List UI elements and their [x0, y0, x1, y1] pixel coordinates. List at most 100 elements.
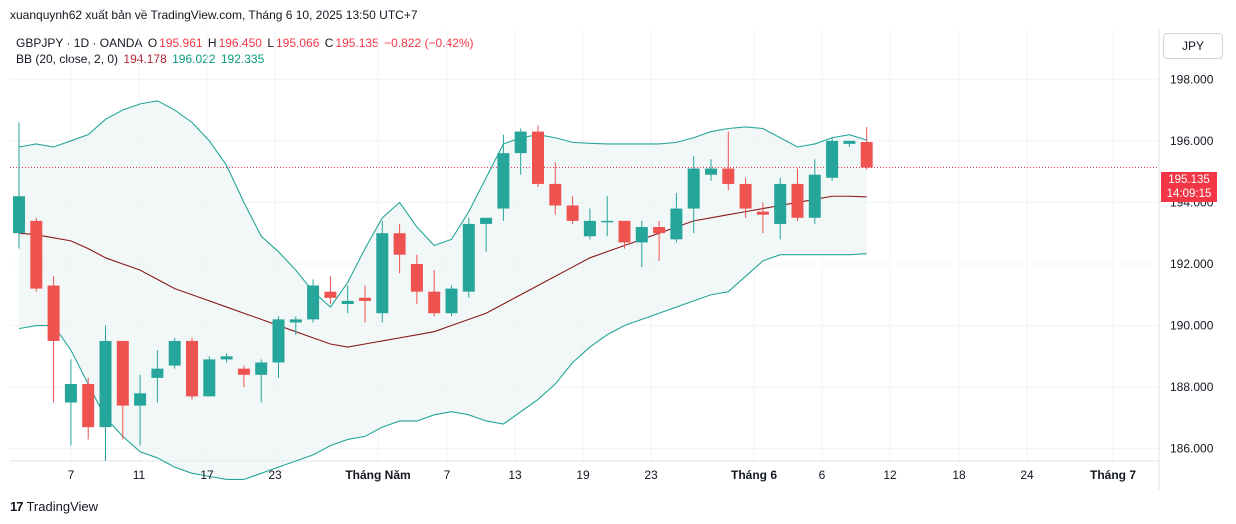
candle[interactable] [774, 177, 787, 240]
symbol-label[interactable]: GBPJPY · 1D · OANDA [16, 36, 143, 50]
candle[interactable] [255, 359, 268, 403]
candle[interactable] [134, 374, 147, 446]
low-value: 195.066 [276, 36, 320, 50]
bb-lower-line [18, 253, 867, 481]
x-tick-label: 18 [952, 468, 966, 482]
candle[interactable] [168, 337, 181, 369]
candle[interactable] [393, 223, 406, 274]
candle[interactable] [341, 285, 354, 314]
high-value: 196.450 [218, 36, 262, 50]
candle-body [497, 153, 510, 209]
candle[interactable] [566, 196, 579, 224]
open-label: O [147, 36, 158, 50]
candle[interactable] [151, 350, 164, 403]
candle[interactable] [705, 159, 717, 181]
candle[interactable] [756, 202, 769, 234]
candle-body [705, 168, 717, 175]
candle-body [480, 217, 493, 224]
bb-basis-value: 194.178 [123, 52, 167, 66]
x-tick-label: 11 [133, 468, 146, 482]
candle-body [134, 393, 147, 406]
candle[interactable] [462, 217, 475, 298]
candle[interactable] [532, 125, 544, 188]
candle[interactable] [583, 208, 596, 240]
candle[interactable] [843, 140, 856, 147]
candle[interactable] [30, 217, 43, 292]
candle[interactable] [722, 131, 735, 191]
candle[interactable] [860, 126, 873, 170]
candle[interactable] [47, 276, 60, 403]
candle-body [341, 300, 354, 304]
candle[interactable] [359, 285, 371, 323]
candle[interactable] [324, 276, 337, 304]
candle[interactable] [13, 122, 25, 249]
candle-body [168, 340, 181, 366]
candle-body [255, 362, 268, 375]
x-tick-label: Tháng Năm [345, 468, 410, 482]
candle-body [410, 263, 423, 292]
bb-lower-value: 192.335 [220, 52, 265, 66]
candle[interactable] [116, 340, 129, 440]
candle-body [13, 196, 25, 234]
candle-body [324, 291, 337, 298]
y-tick-label: 198.000 [1170, 72, 1214, 86]
candle[interactable] [99, 325, 112, 461]
candle-body [428, 291, 441, 314]
candle-body [618, 220, 631, 243]
bb-basis-line [18, 195, 867, 348]
candle[interactable] [307, 279, 320, 323]
candle[interactable] [220, 353, 233, 363]
currency-button[interactable]: JPY [1163, 33, 1223, 59]
last-price-value: 195.135 [1168, 174, 1210, 186]
candle[interactable] [186, 337, 198, 400]
candle[interactable] [635, 220, 648, 268]
candle-body [687, 168, 700, 209]
x-tick-label: 23 [644, 468, 658, 482]
candle[interactable] [687, 156, 700, 234]
candle-body [116, 340, 129, 406]
candle[interactable] [272, 316, 285, 378]
candle-body [514, 131, 527, 154]
candle[interactable] [410, 254, 423, 304]
candle[interactable] [618, 220, 631, 249]
bb-upper-line [18, 100, 867, 308]
candle[interactable] [514, 128, 527, 175]
candle[interactable] [653, 220, 666, 261]
candle[interactable] [826, 137, 839, 181]
published-caption: xuanquynh62 xuất bản về TradingView.com,… [10, 8, 418, 22]
candle-body [47, 285, 60, 341]
candle[interactable] [601, 196, 614, 237]
candle[interactable] [445, 285, 458, 317]
tradingview-logo[interactable]: 17 TradingView [10, 499, 98, 514]
candle[interactable] [497, 134, 510, 221]
candle[interactable] [791, 168, 804, 221]
candle[interactable] [289, 316, 302, 335]
candle-body [826, 140, 839, 178]
candle-body [30, 220, 43, 289]
x-tick-label: 23 [268, 468, 282, 482]
candle[interactable] [428, 270, 441, 317]
candle[interactable] [739, 177, 752, 218]
bb-label[interactable]: BB (20, close, 2, 0) [16, 52, 119, 66]
x-tick-label: 13 [508, 468, 522, 482]
candle-body [99, 340, 112, 428]
candle-body [722, 168, 735, 184]
candle[interactable] [64, 359, 77, 446]
candle[interactable] [549, 162, 562, 215]
candle[interactable] [82, 377, 95, 440]
bb-upper-value: 196.022 [172, 52, 216, 66]
candle-body [307, 285, 320, 320]
candle-body [549, 183, 562, 206]
candle-body [601, 220, 614, 223]
candle[interactable] [203, 356, 216, 397]
candle[interactable] [376, 220, 389, 323]
candle[interactable] [670, 193, 683, 243]
x-tick-label: 17 [200, 468, 214, 482]
y-tick-label: 188.000 [1170, 380, 1214, 394]
bar-countdown: 14:09:15 [1166, 188, 1212, 200]
candle[interactable] [237, 365, 250, 388]
candle-body [393, 233, 406, 255]
candle[interactable] [480, 217, 493, 252]
candle[interactable] [808, 159, 821, 224]
